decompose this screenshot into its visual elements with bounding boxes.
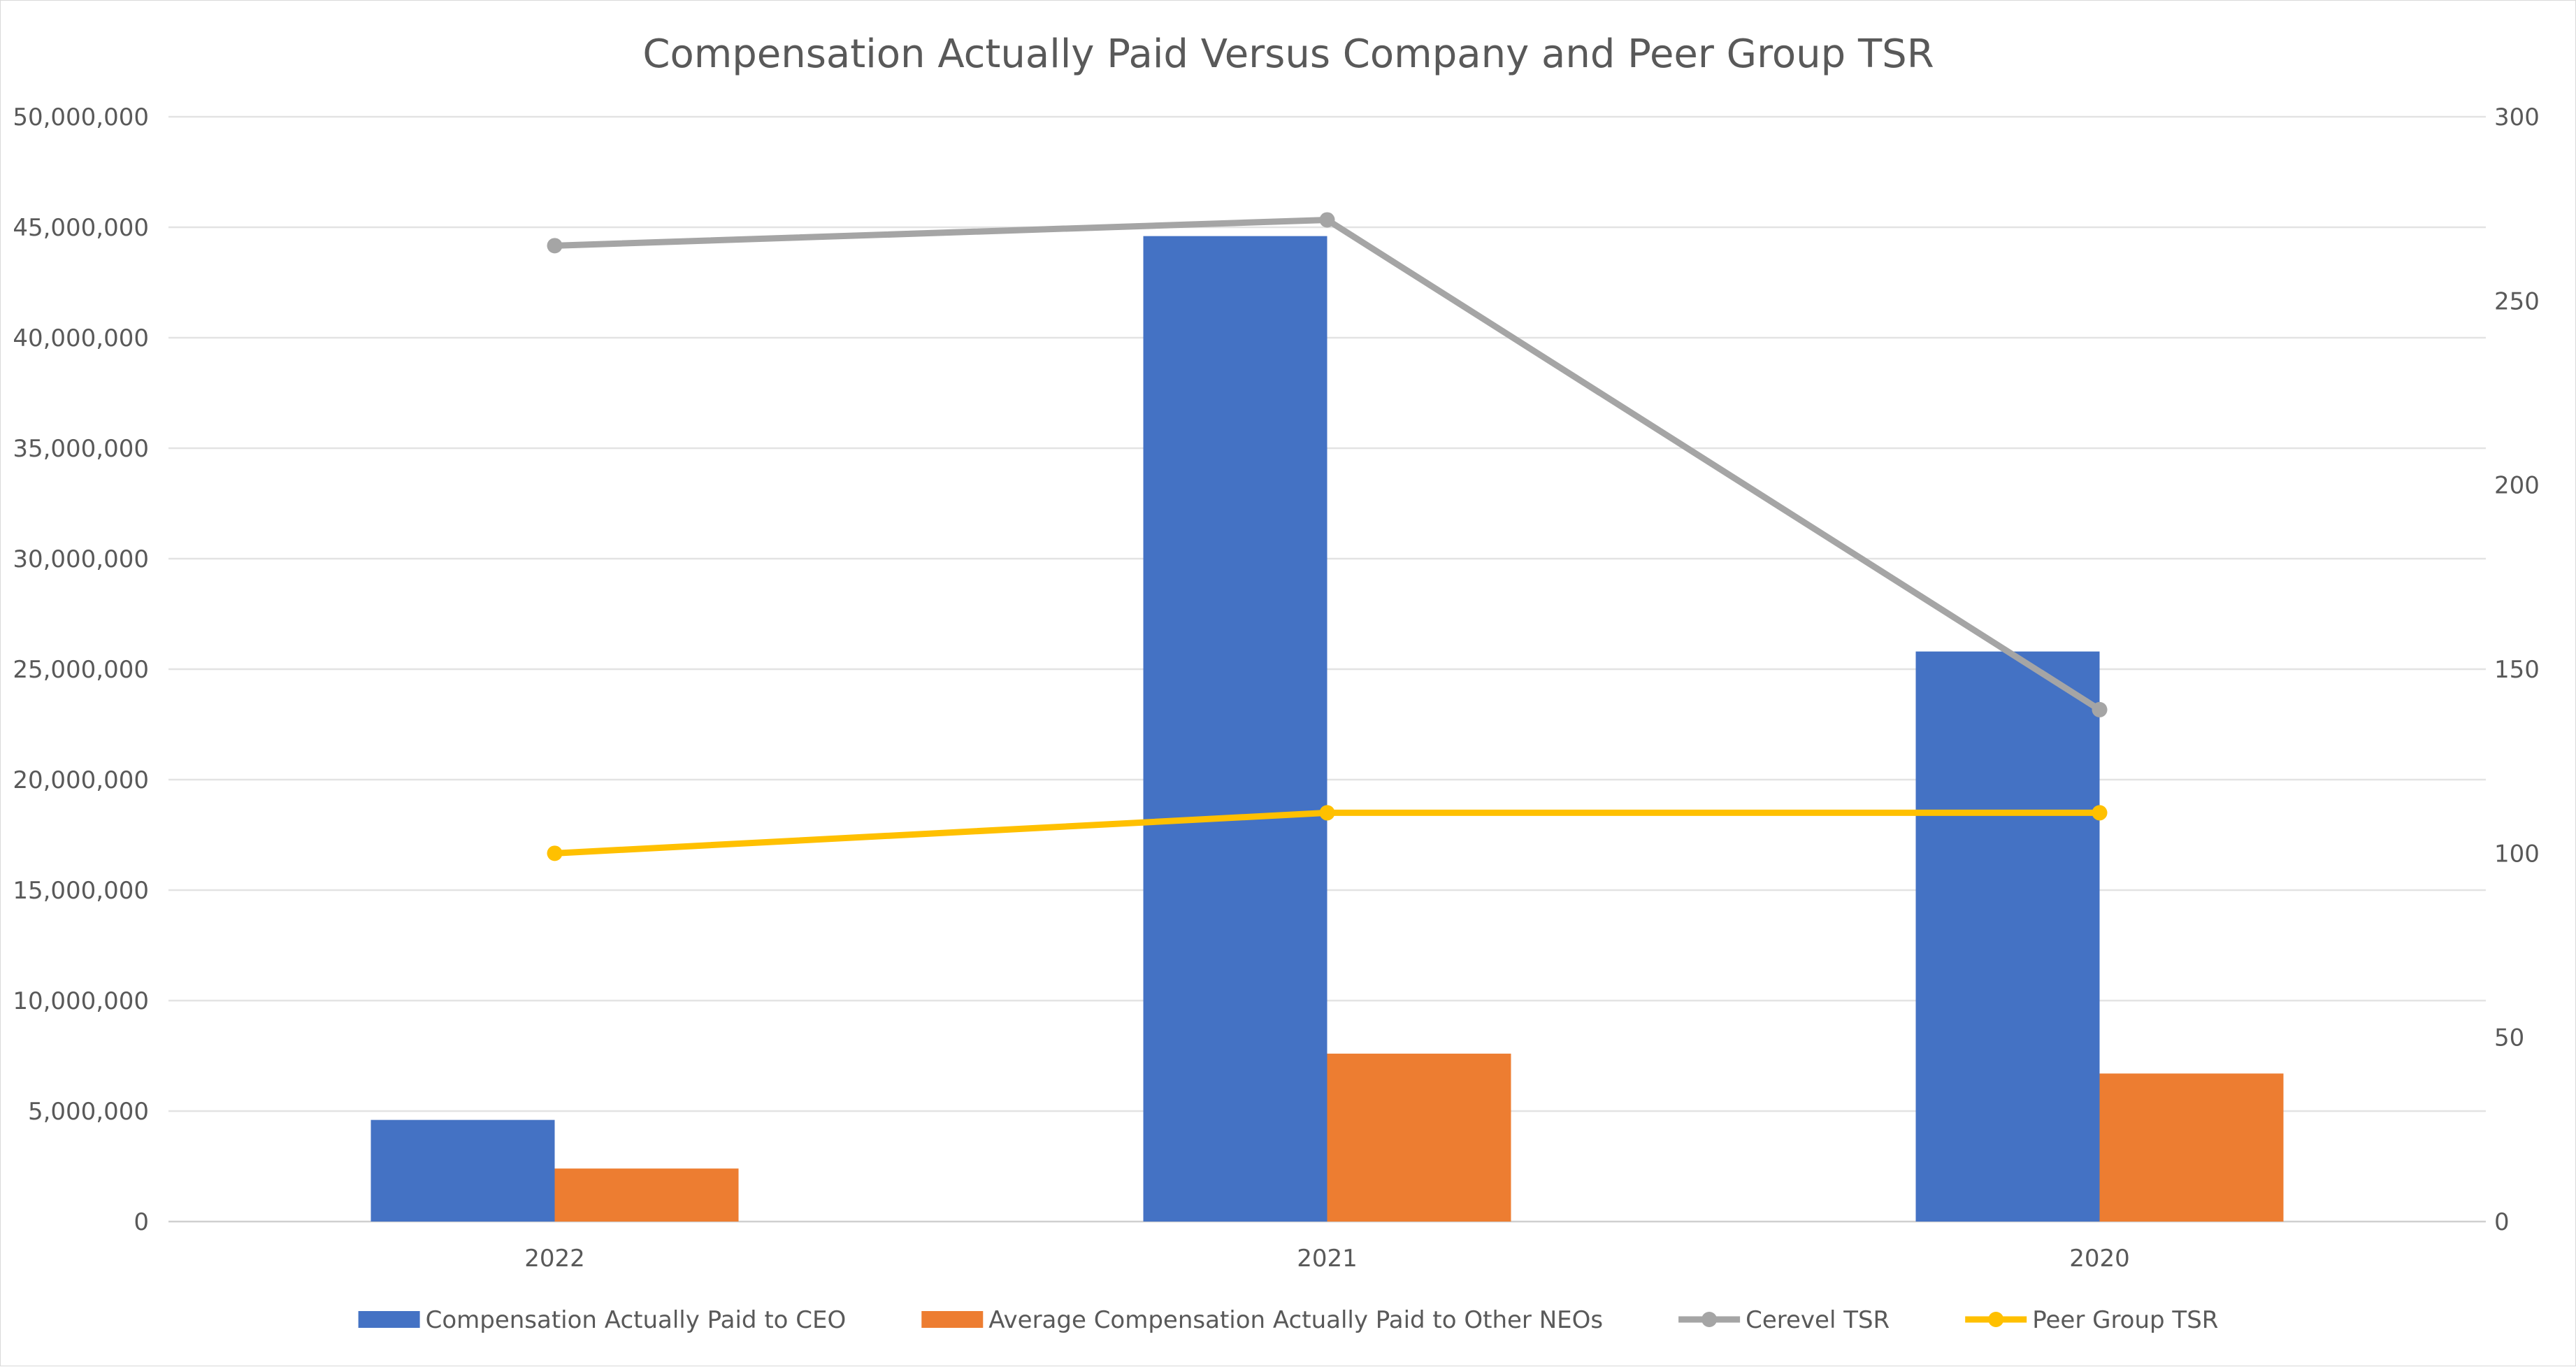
point-peer-group-tsr-2020 [2092, 805, 2108, 821]
point-peer-group-tsr-2021 [1319, 805, 1335, 821]
legend-label-cerevel-tsr: Cerevel TSR [1746, 1306, 1890, 1334]
right-axis-tick-label: 50 [2494, 1024, 2524, 1052]
chart-title: Compensation Actually Paid Versus Compan… [642, 31, 1934, 77]
bar-average-compensation-actually-paid-to-other-neos-2020 [2099, 1073, 2284, 1222]
legend-label-average-compensation-actually-paid-to-other-neos: Average Compensation Actually Paid to Ot… [988, 1306, 1603, 1334]
bar-compensation-actually-paid-to-ceo-2021 [1143, 236, 1327, 1222]
bar-compensation-actually-paid-to-ceo-2022 [370, 1119, 555, 1222]
legend-marker-peer-group-tsr [1988, 1312, 2004, 1327]
left-axis-tick-label: 10,000,000 [13, 987, 149, 1015]
bar-average-compensation-actually-paid-to-other-neos-2021 [1327, 1053, 1511, 1222]
right-axis-tick-label: 200 [2494, 472, 2540, 500]
left-axis-tick-label: 20,000,000 [13, 766, 149, 794]
bar-average-compensation-actually-paid-to-other-neos-2022 [554, 1168, 739, 1222]
x-axis: 2022 2021 2020 [524, 1245, 2130, 1273]
left-axis-tick-label: 35,000,000 [13, 435, 149, 463]
point-cerevel-tsr-2020 [2092, 701, 2108, 717]
legend-label-compensation-actually-paid-to-ceo: Compensation Actually Paid to CEO [426, 1306, 847, 1334]
left-axis-tick-label: 25,000,000 [13, 656, 149, 684]
left-y-axis: 0 5,000,000 10,000,000 15,000,000 20,000,000… [13, 103, 149, 1236]
right-y-axis: 0 50 100 150 200 250 300 [2494, 103, 2540, 1236]
point-cerevel-tsr-2022 [547, 238, 563, 254]
x-axis-tick-label: 2020 [2069, 1245, 2130, 1273]
right-axis-tick-label: 150 [2494, 656, 2540, 684]
legend-swatch-compensation-actually-paid-to-ceo [358, 1311, 420, 1328]
left-axis-tick-label: 45,000,000 [13, 214, 149, 242]
legend: Compensation Actually Paid to CEO Average… [358, 1306, 2218, 1334]
left-axis-tick-label: 5,000,000 [28, 1098, 149, 1126]
bar-series [370, 236, 2284, 1222]
left-axis-tick-label: 30,000,000 [13, 545, 149, 573]
legend-marker-cerevel-tsr [1701, 1312, 1718, 1327]
legend-label-peer-group-tsr: Peer Group TSR [2032, 1306, 2218, 1334]
point-peer-group-tsr-2022 [547, 845, 563, 861]
line-series [547, 212, 2108, 861]
left-axis-tick-label: 0 [134, 1208, 149, 1236]
x-axis-tick-label: 2022 [524, 1245, 585, 1273]
left-axis-tick-label: 50,000,000 [13, 103, 149, 131]
right-axis-tick-label: 250 [2494, 287, 2540, 315]
bar-compensation-actually-paid-to-ceo-2020 [1915, 651, 2100, 1222]
right-axis-tick-label: 100 [2494, 840, 2540, 868]
legend-swatch-average-compensation-actually-paid-to-other-neos [921, 1311, 984, 1328]
left-axis-tick-label: 40,000,000 [13, 324, 149, 352]
left-axis-tick-label: 15,000,000 [13, 877, 149, 905]
right-axis-tick-label: 0 [2494, 1208, 2510, 1236]
x-axis-tick-label: 2021 [1297, 1245, 1358, 1273]
point-cerevel-tsr-2021 [1319, 212, 1335, 228]
right-axis-tick-label: 300 [2494, 103, 2540, 131]
